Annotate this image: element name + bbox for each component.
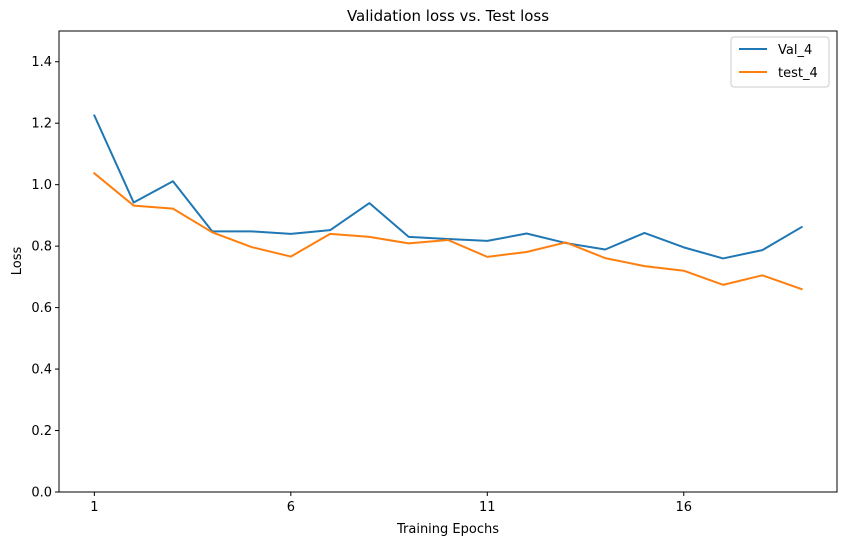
- legend-label-val-4: Val_4: [778, 43, 812, 58]
- chart-title: Validation loss vs. Test loss: [347, 7, 549, 25]
- legend: Val_4 test_4: [730, 36, 830, 88]
- plot-area-frame: [58, 30, 838, 493]
- y-tick-label: 1.0: [31, 178, 52, 193]
- x-tick-label: 16: [675, 500, 692, 515]
- legend-label-test-4: test_4: [778, 66, 818, 81]
- y-tick-label: 1.2: [31, 117, 52, 132]
- y-axis-ticks: 0.0 0.2 0.4 0.6 0.8 1.0 1.2 1.4: [31, 55, 59, 501]
- x-axis-label: Training Epochs: [396, 522, 499, 537]
- y-tick-label: 0.2: [31, 424, 52, 439]
- series-line-test-4: [92, 171, 803, 291]
- y-axis-label: Loss: [10, 247, 25, 276]
- y-tick-label: 1.4: [31, 55, 52, 70]
- x-tick-label: 6: [287, 500, 295, 515]
- y-tick-label: 0.4: [31, 363, 52, 378]
- y-tick-label: 0.0: [31, 486, 52, 501]
- x-axis-ticks: 1 6 11 16: [90, 492, 692, 515]
- y-tick-label: 0.6: [31, 301, 52, 316]
- x-tick-label: 1: [90, 500, 98, 515]
- series-lines: [92, 114, 804, 291]
- y-tick-label: 0.8: [31, 240, 52, 255]
- x-tick-label: 11: [479, 500, 496, 515]
